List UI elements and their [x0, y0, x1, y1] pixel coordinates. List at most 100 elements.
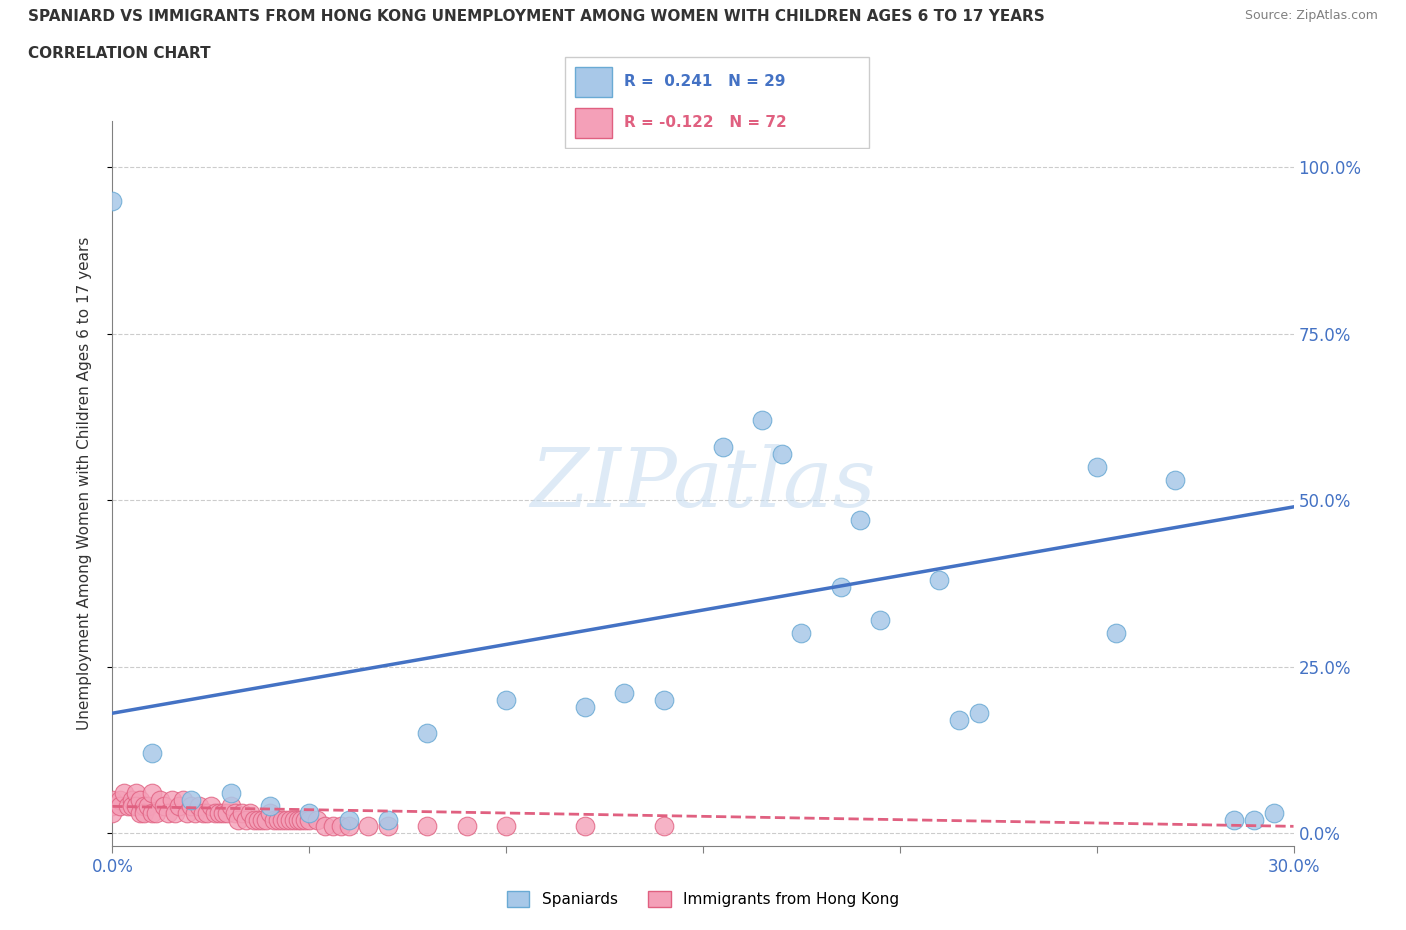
- Point: [132, 805, 155, 820]
- Point: [298, 812, 321, 827]
- Text: R =  0.241   N = 29: R = 0.241 N = 29: [624, 74, 786, 89]
- Point: [1243, 812, 1265, 827]
- Point: [219, 786, 242, 801]
- Point: [416, 725, 439, 740]
- Point: [149, 792, 172, 807]
- Point: [329, 819, 352, 834]
- Point: [180, 799, 202, 814]
- Point: [101, 805, 124, 820]
- Point: [307, 812, 329, 827]
- Text: ZIPatlas: ZIPatlas: [530, 444, 876, 524]
- Point: [224, 805, 246, 820]
- Point: [574, 699, 596, 714]
- Point: [141, 786, 163, 801]
- Point: [322, 819, 344, 834]
- Point: [169, 799, 191, 814]
- Point: [613, 685, 636, 700]
- Point: [125, 799, 148, 814]
- Point: [1223, 812, 1246, 827]
- Point: [219, 799, 242, 814]
- Point: [250, 812, 273, 827]
- Point: [652, 693, 675, 708]
- Point: [101, 792, 124, 807]
- Point: [110, 792, 132, 807]
- Point: [652, 819, 675, 834]
- Point: [129, 805, 152, 820]
- Point: [215, 805, 238, 820]
- Point: [231, 805, 253, 820]
- Point: [145, 805, 167, 820]
- Point: [263, 812, 285, 827]
- Point: [208, 805, 231, 820]
- Point: [711, 440, 734, 455]
- Point: [267, 812, 290, 827]
- Point: [287, 812, 309, 827]
- Point: [254, 812, 277, 827]
- Point: [247, 812, 270, 827]
- Point: [188, 799, 211, 814]
- Point: [239, 805, 262, 820]
- Point: [283, 812, 305, 827]
- Point: [117, 799, 139, 814]
- Point: [141, 805, 163, 820]
- Point: [869, 613, 891, 628]
- Point: [357, 819, 380, 834]
- Point: [290, 812, 312, 827]
- Text: Source: ZipAtlas.com: Source: ZipAtlas.com: [1244, 9, 1378, 22]
- Point: [152, 799, 174, 814]
- Text: CORRELATION CHART: CORRELATION CHART: [28, 46, 211, 61]
- Point: [274, 812, 297, 827]
- Point: [849, 512, 872, 527]
- FancyBboxPatch shape: [575, 67, 612, 97]
- Point: [495, 693, 517, 708]
- Point: [456, 819, 478, 834]
- Point: [125, 786, 148, 801]
- Point: [377, 819, 399, 834]
- Point: [270, 812, 292, 827]
- Point: [830, 579, 852, 594]
- Point: [1105, 626, 1128, 641]
- FancyBboxPatch shape: [575, 108, 612, 138]
- Point: [416, 819, 439, 834]
- Text: SPANIARD VS IMMIGRANTS FROM HONG KONG UNEMPLOYMENT AMONG WOMEN WITH CHILDREN AGE: SPANIARD VS IMMIGRANTS FROM HONG KONG UN…: [28, 9, 1045, 24]
- Point: [101, 799, 124, 814]
- Point: [243, 812, 266, 827]
- Point: [204, 805, 226, 820]
- Point: [200, 799, 222, 814]
- Point: [377, 812, 399, 827]
- Point: [160, 792, 183, 807]
- Point: [1164, 472, 1187, 487]
- Point: [294, 812, 316, 827]
- Point: [156, 805, 179, 820]
- Point: [770, 446, 793, 461]
- Point: [337, 812, 360, 827]
- Point: [101, 193, 124, 208]
- Point: [751, 413, 773, 428]
- Y-axis label: Unemployment Among Women with Children Ages 6 to 17 years: Unemployment Among Women with Children A…: [77, 237, 91, 730]
- Point: [337, 819, 360, 834]
- Point: [176, 805, 198, 820]
- Point: [110, 799, 132, 814]
- Point: [191, 805, 214, 820]
- Point: [1085, 459, 1108, 474]
- Point: [790, 626, 813, 641]
- Point: [298, 805, 321, 820]
- Point: [121, 792, 143, 807]
- Point: [314, 819, 336, 834]
- Point: [172, 792, 194, 807]
- Point: [136, 799, 159, 814]
- Point: [132, 799, 155, 814]
- Point: [180, 792, 202, 807]
- Point: [967, 706, 990, 721]
- Text: R = -0.122   N = 72: R = -0.122 N = 72: [624, 115, 787, 130]
- Point: [259, 805, 281, 820]
- Point: [112, 786, 135, 801]
- Point: [211, 805, 233, 820]
- Point: [184, 805, 207, 820]
- Point: [259, 799, 281, 814]
- Point: [129, 792, 152, 807]
- Point: [121, 799, 143, 814]
- FancyBboxPatch shape: [565, 57, 869, 148]
- Point: [228, 812, 250, 827]
- Point: [1263, 805, 1285, 820]
